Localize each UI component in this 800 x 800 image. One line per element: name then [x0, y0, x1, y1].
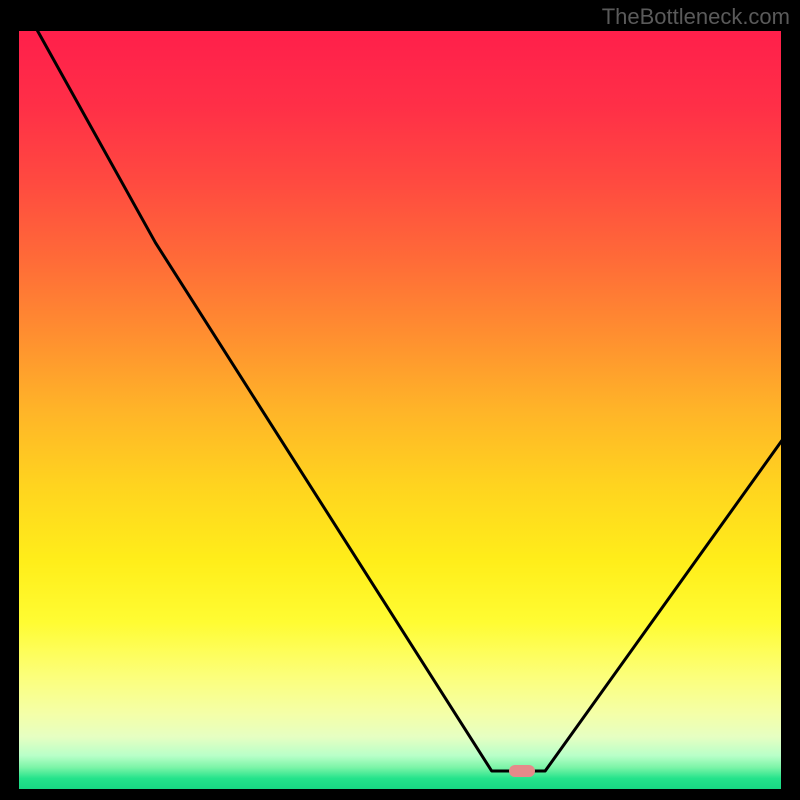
chart-container: TheBottleneck.com — [0, 0, 800, 800]
nadir-marker — [509, 765, 535, 777]
chart-svg — [0, 0, 800, 800]
plot-area — [18, 30, 782, 790]
watermark-text: TheBottleneck.com — [602, 4, 790, 30]
